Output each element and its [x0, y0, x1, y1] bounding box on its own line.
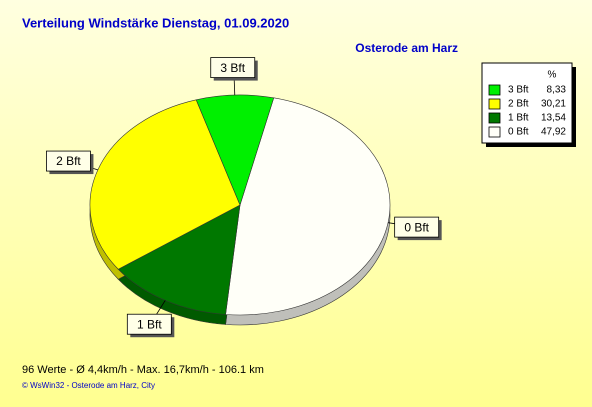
legend-swatch [488, 98, 501, 110]
legend-swatch [488, 112, 501, 124]
pie-slice [89, 99, 241, 270]
legend-label: 2 Bft [508, 99, 529, 110]
legend-swatch [488, 126, 501, 138]
slice-label: 1 Bft [137, 317, 162, 331]
legend-label: 0 Bft [508, 127, 529, 138]
footer-copyright: © WsWin32 - Osterode am Harz, City [22, 381, 155, 390]
legend-value: 30,21 [541, 99, 566, 110]
chart-subtitle: Osterode am Harz [355, 41, 458, 55]
footer-stats: 96 Werte - Ø 4,4km/h - Max. 16,7km/h - 1… [22, 364, 264, 376]
label-box [394, 216, 440, 238]
legend-title: % [548, 70, 557, 81]
legend-value: 13,54 [541, 113, 566, 124]
label-box [210, 57, 256, 78]
label-box [46, 150, 91, 172]
slice-label: 3 Bft [220, 61, 245, 75]
legend-label: 1 Bft [508, 113, 529, 124]
legend-value: 8,33 [547, 85, 567, 96]
legend-swatch [488, 84, 501, 96]
slice-label: 0 Bft [404, 220, 429, 234]
legend-value: 47,92 [541, 127, 566, 138]
pie-slice [225, 97, 391, 316]
legend-label: 3 Bft [508, 85, 529, 96]
pie-slice [117, 204, 241, 315]
label-box [126, 313, 172, 335]
chart-title: Verteilung Windstärke Dienstag, 01.09.20… [22, 15, 289, 30]
slice-label: 2 Bft [56, 154, 81, 168]
